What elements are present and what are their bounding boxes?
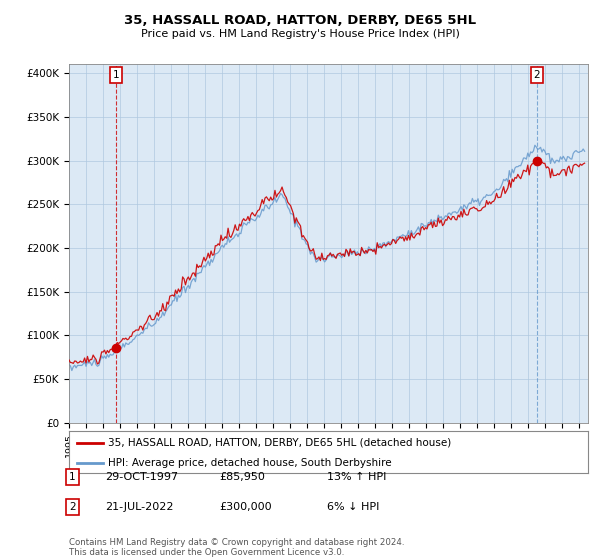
Text: 6% ↓ HPI: 6% ↓ HPI [327,502,379,512]
Text: 35, HASSALL ROAD, HATTON, DERBY, DE65 5HL (detached house): 35, HASSALL ROAD, HATTON, DERBY, DE65 5H… [108,438,451,448]
Text: 21-JUL-2022: 21-JUL-2022 [105,502,173,512]
Text: £85,950: £85,950 [219,472,265,482]
Text: 2: 2 [533,70,540,80]
Text: 1: 1 [112,70,119,80]
Text: £300,000: £300,000 [219,502,272,512]
Text: 35, HASSALL ROAD, HATTON, DERBY, DE65 5HL: 35, HASSALL ROAD, HATTON, DERBY, DE65 5H… [124,14,476,27]
Text: HPI: Average price, detached house, South Derbyshire: HPI: Average price, detached house, Sout… [108,458,392,468]
Text: 13% ↑ HPI: 13% ↑ HPI [327,472,386,482]
Text: 2: 2 [69,502,76,512]
Text: Contains HM Land Registry data © Crown copyright and database right 2024.
This d: Contains HM Land Registry data © Crown c… [69,538,404,557]
Text: 29-OCT-1997: 29-OCT-1997 [105,472,178,482]
Text: Price paid vs. HM Land Registry's House Price Index (HPI): Price paid vs. HM Land Registry's House … [140,29,460,39]
Text: 1: 1 [69,472,76,482]
